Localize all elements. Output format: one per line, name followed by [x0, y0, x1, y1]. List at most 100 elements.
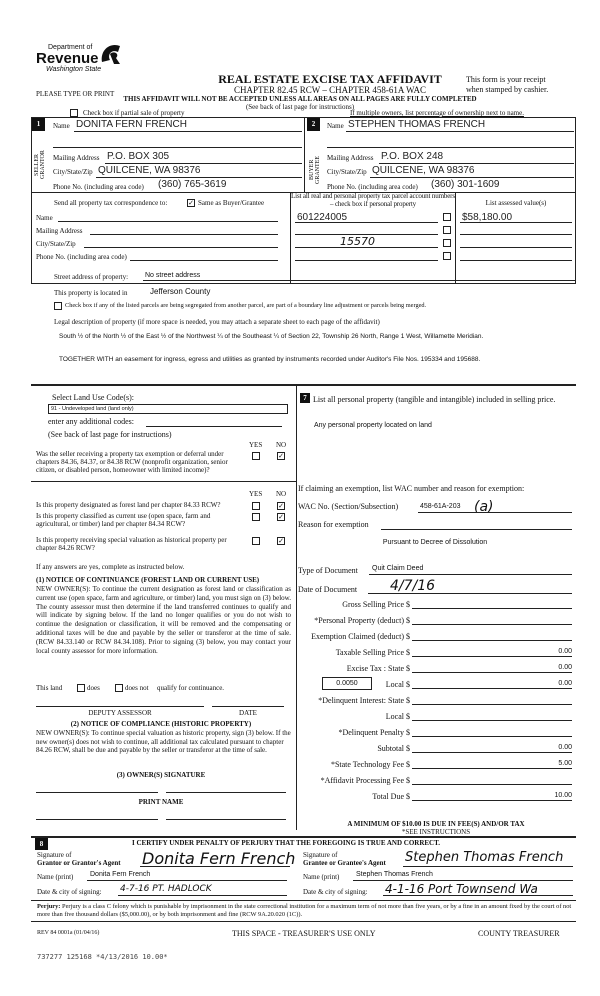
partial-sale-label: Check box if partial sale of property	[83, 109, 185, 117]
grantor-signature[interactable]: Donita Fern French	[142, 849, 296, 868]
state-technology-fee[interactable]: 5.00	[412, 760, 572, 769]
excise-tax-local[interactable]: 0.00	[412, 680, 572, 689]
corr-name-field[interactable]	[58, 221, 278, 222]
buyer-mail-field[interactable]: P.O. BOX 248	[381, 151, 444, 162]
street-field[interactable]: No street address	[145, 272, 201, 279]
yes-header-2: YES	[249, 490, 263, 498]
buyer-name-field[interactable]: STEPHEN THOMAS FRENCH	[348, 119, 486, 130]
total-due[interactable]: 10.00	[412, 792, 572, 801]
delinquent-penalty[interactable]	[412, 728, 572, 737]
deputy-assessor-line[interactable]	[36, 706, 204, 707]
personal-property-field[interactable]: Any personal property located on land	[314, 422, 432, 429]
print-name-line-2[interactable]	[166, 819, 286, 820]
personal-property-checkbox-3[interactable]	[443, 239, 451, 247]
personal-property-checkbox-2[interactable]	[443, 226, 451, 234]
q-historical: Is this property receiving special valua…	[36, 536, 227, 552]
does-not-label: does not	[125, 684, 149, 692]
grantee-name-print[interactable]: Stephen Thomas French	[356, 871, 433, 878]
wac-field[interactable]: 458-61A-203	[420, 503, 461, 510]
does-not-checkbox[interactable]	[115, 684, 123, 692]
grantor-name-print[interactable]: Donita Fern French	[90, 871, 151, 878]
print-name-line-1[interactable]	[36, 819, 158, 820]
county-field[interactable]: Jefferson County	[150, 287, 211, 296]
buyer-name-label: Name	[327, 122, 344, 130]
grantee-signature[interactable]: Stephen Thomas French	[405, 850, 564, 865]
q-historical-yes[interactable]	[252, 537, 260, 545]
parcel-number-4[interactable]	[295, 260, 438, 261]
corr-mail-field[interactable]	[90, 234, 278, 235]
grantee-date-city[interactable]: 4-1-16 Port Townsend Wa	[385, 882, 538, 896]
doc-date-label: Date of Document	[298, 585, 358, 594]
subtotal[interactable]: 0.00	[412, 744, 572, 753]
no-header-2: NO	[276, 490, 287, 498]
corr-city-label: City/State/Zip	[36, 240, 76, 248]
legal-description-2[interactable]: TOGETHER WITH an easement for ingress, e…	[59, 356, 481, 363]
revenue-logo-text: Revenue	[36, 50, 99, 67]
assessor-date-line[interactable]	[212, 706, 284, 707]
q-forest-no[interactable]: ✓	[277, 502, 285, 510]
fee-label: Local	[385, 712, 404, 721]
does-checkbox[interactable]	[77, 684, 85, 692]
q-current-use-no[interactable]: ✓	[277, 513, 285, 521]
land-use-select[interactable]: 91 - Undeveloped land (land only)	[48, 404, 288, 414]
q-historical-no[interactable]: ✓	[277, 537, 285, 545]
corr-phone-field[interactable]	[130, 260, 278, 261]
additional-codes-field[interactable]	[146, 426, 282, 427]
parcel-number-1[interactable]: 601224005	[297, 212, 348, 223]
legal-label: Legal description of property (if more s…	[54, 318, 380, 326]
delinquent-interest-state[interactable]	[412, 696, 572, 705]
q-forest-yes[interactable]	[252, 502, 260, 510]
assessed-value-1[interactable]: $58,180.00	[462, 212, 513, 223]
seller-mail-field[interactable]: P.O. BOX 305	[107, 151, 170, 162]
segregated-checkbox[interactable]	[54, 302, 62, 310]
partial-sale-checkbox[interactable]	[70, 109, 78, 117]
seller-name-field[interactable]: DONITA FERN FRENCH	[76, 119, 187, 130]
gross-selling-price[interactable]	[412, 600, 572, 609]
assessed-value-2[interactable]	[460, 234, 572, 235]
assessed-value-3[interactable]	[460, 247, 572, 248]
local-rate-box[interactable]: 0.0050	[322, 677, 372, 690]
owner-signature-line-2[interactable]	[166, 792, 286, 793]
parcel-number-2[interactable]	[295, 234, 438, 235]
notice-continuance-title: (1) NOTICE OF CONTINUANCE (FOREST LAND O…	[36, 576, 260, 584]
exemption-claimed[interactable]	[412, 632, 572, 641]
seller-phone-field[interactable]: (360) 765-3619	[158, 179, 227, 190]
excise-tax-state[interactable]: 0.00	[412, 664, 572, 673]
taxable-selling-price[interactable]: 0.00	[412, 648, 572, 657]
q-current-use-yes[interactable]	[252, 513, 260, 521]
q-exemption-yes[interactable]	[252, 452, 260, 460]
buyer-phone-field[interactable]: (360) 301-1609	[431, 179, 500, 190]
personal-property-label: List all personal property (tangible and…	[313, 395, 556, 404]
assessed-value-4[interactable]	[460, 260, 572, 261]
section-8-badge: 8	[35, 838, 48, 850]
seller-city-field[interactable]: QUILCENE, WA 98376	[98, 165, 201, 176]
personal-property-checkbox-4[interactable]	[443, 252, 451, 260]
parcel-number-3[interactable]: 15570	[340, 235, 375, 248]
corr-name-label: Name	[36, 214, 53, 222]
same-as-buyer-checkbox[interactable]: ✓	[187, 199, 195, 207]
doc-date-field[interactable]: 4/7/16	[390, 578, 436, 594]
personal-property-deduct[interactable]	[412, 616, 572, 625]
perjury-title: Perjury:	[37, 903, 61, 910]
corr-city-field[interactable]	[84, 247, 278, 248]
form-chapter: CHAPTER 82.45 RCW – CHAPTER 458-61A WAC	[234, 85, 426, 95]
reason-field[interactable]: Pursuant to Decree of Dissolution	[382, 539, 488, 546]
affidavit-processing-fee[interactable]	[412, 776, 572, 785]
receipt-note-2: when stamped by cashier.	[466, 85, 549, 94]
delinquent-interest-local[interactable]	[412, 712, 572, 721]
minimum-note: A MINIMUM OF $10.00 IS DUE IN FEE(S) AND…	[347, 820, 525, 828]
doc-type-field[interactable]: Quit Claim Deed	[372, 565, 424, 572]
seller-phone-label: Phone No. (including area code)	[53, 183, 144, 191]
owner-signature-line-1[interactable]	[36, 792, 158, 793]
reason-label: Reason for exemption	[298, 520, 369, 529]
legal-description-1[interactable]: South ½ of the North ½ of the East ½ of …	[59, 333, 484, 340]
seller-side-label: SELLER GRANTOR	[34, 150, 46, 180]
section-2-badge: 2	[307, 118, 320, 131]
personal-property-checkbox-1[interactable]	[443, 213, 451, 221]
if-yes-note: If any answers are yes, complete as inst…	[36, 563, 185, 571]
assessor-date-label: DATE	[239, 709, 257, 717]
q-exemption-no[interactable]: ✓	[277, 452, 285, 460]
doc-type-label: Type of Document	[298, 566, 358, 575]
buyer-city-field[interactable]: QUILCENE, WA 98376	[372, 165, 475, 176]
grantor-date-city[interactable]: 4-7-16 PT. HADLOCK	[120, 884, 212, 894]
